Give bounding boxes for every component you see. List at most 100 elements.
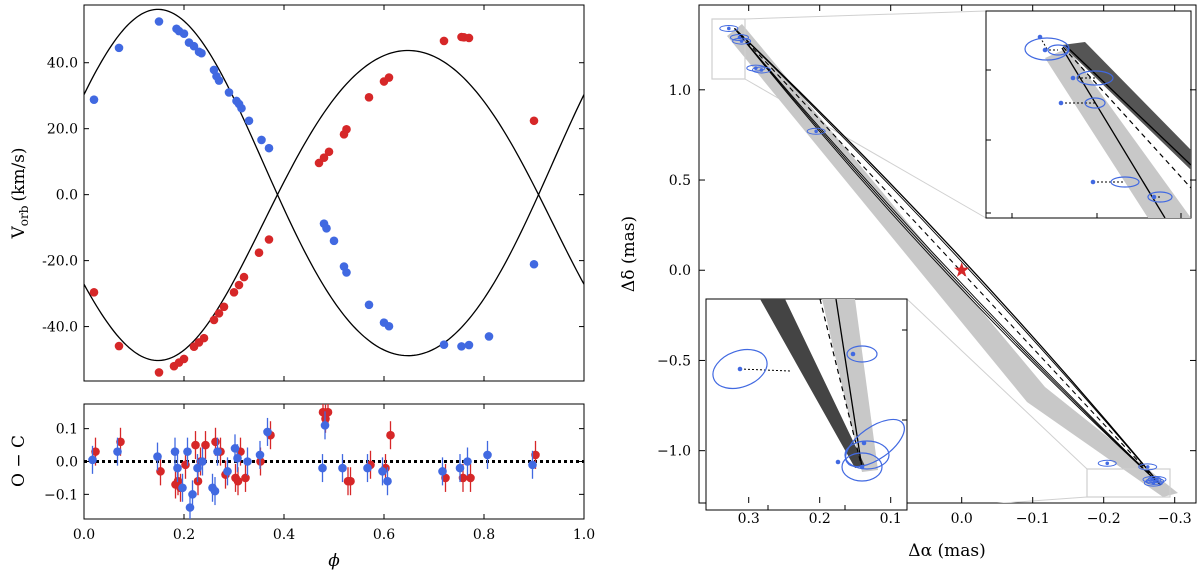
residual-point-secondary bbox=[211, 437, 220, 447]
rv-point-primary bbox=[154, 17, 164, 26]
rv-point-secondary bbox=[529, 116, 539, 126]
residual-point-primary bbox=[210, 486, 220, 496]
inset-observation-point bbox=[835, 459, 841, 465]
residual-point-primary bbox=[378, 467, 387, 476]
orbit-x-tick-label: 0.2 bbox=[809, 511, 831, 527]
rv-point-primary bbox=[214, 76, 224, 85]
rv-point-secondary bbox=[239, 272, 249, 282]
rv-point-primary bbox=[257, 135, 266, 145]
orbit-observation-ellipse bbox=[1138, 463, 1158, 471]
orbit-panel: −1.0 −0.5 0.0 0.5 1.0 0.3 0.2 0.1 0.0 −0.1 −0.2 −0… bbox=[619, 4, 1197, 561]
orbit-plot-frame bbox=[698, 4, 1197, 504]
inset-observation-ellipse bbox=[845, 418, 905, 468]
rv-point-primary bbox=[364, 300, 374, 310]
residual-point-secondary bbox=[241, 473, 250, 483]
rv-point-primary bbox=[464, 340, 474, 350]
residual-point-primary bbox=[178, 483, 187, 493]
residual-point-secondary bbox=[346, 476, 355, 486]
zoom-connector bbox=[996, 496, 1088, 503]
inset-observation-ellipse bbox=[1147, 191, 1173, 203]
rv-plot-frame bbox=[83, 4, 585, 382]
rv-point-secondary bbox=[219, 302, 229, 312]
residual-x-axis: 0.0 0.2 0.4 0.6 0.8 1.0 bbox=[73, 404, 595, 543]
residual-point-secondary bbox=[191, 440, 200, 450]
rv-y-tick-label: 20.0 bbox=[47, 122, 78, 138]
rv-point-primary bbox=[384, 321, 394, 331]
rv-point-secondary bbox=[264, 235, 274, 244]
inset-lower-observations bbox=[712, 345, 905, 482]
residual-point-primary bbox=[263, 427, 272, 437]
residual-point-secondary bbox=[441, 473, 450, 483]
rv-point-primary bbox=[329, 236, 339, 246]
inset-observation-ellipse bbox=[844, 440, 890, 470]
rv-point-secondary bbox=[214, 309, 224, 318]
residual-point-primary bbox=[338, 463, 347, 473]
orbit-observation-point bbox=[739, 39, 744, 43]
rv-point-primary bbox=[484, 332, 494, 341]
residual-point-primary bbox=[455, 463, 465, 473]
orbit-y-tick-label: 1.0 bbox=[669, 83, 691, 99]
residual-series-primary bbox=[88, 411, 537, 519]
rv-point-primary bbox=[237, 103, 246, 113]
zoom-connector bbox=[744, 10, 987, 20]
inset-observation-ellipse bbox=[1024, 37, 1070, 61]
orbit-x-tick-label: 0.1 bbox=[880, 511, 902, 527]
rv-point-primary bbox=[224, 88, 234, 97]
rv-point-secondary bbox=[319, 153, 329, 163]
inset-observation-point bbox=[1070, 75, 1076, 81]
inset-lower-solid-orbit bbox=[835, 299, 863, 469]
inset-lower-band bbox=[822, 299, 878, 472]
inset-upper-observations bbox=[1024, 34, 1173, 203]
residual-point-primary bbox=[243, 457, 252, 466]
residual-point-secondary bbox=[323, 407, 333, 417]
inset-upper-ticks bbox=[986, 69, 1182, 218]
residual-point-primary bbox=[198, 457, 207, 466]
orbit-observation-point bbox=[814, 129, 818, 134]
inset-upper-solid-orbit bbox=[1065, 45, 1191, 166]
orbit-y-tick-label: 0.5 bbox=[669, 173, 691, 189]
residual-point-secondary bbox=[116, 437, 125, 447]
rv-point-primary bbox=[244, 116, 254, 126]
inset-observation-ellipse bbox=[1084, 97, 1106, 109]
residual-point-primary bbox=[463, 457, 472, 466]
residual-point-secondary bbox=[156, 467, 165, 476]
inset-observation-point bbox=[861, 440, 867, 446]
orbit-solution-line bbox=[734, 28, 1161, 486]
rv-point-secondary bbox=[439, 36, 449, 46]
rv-point-secondary bbox=[209, 315, 219, 325]
residual-point-primary bbox=[483, 450, 492, 460]
residual-point-primary bbox=[183, 447, 192, 456]
orbit-solution-line bbox=[734, 27, 1161, 486]
rv-point-secondary bbox=[114, 341, 124, 351]
orbit-x-tick-label: −0.3 bbox=[1158, 511, 1192, 527]
rv-point-primary bbox=[89, 95, 99, 104]
rv-point-primary bbox=[322, 223, 331, 233]
rv-point-primary bbox=[197, 48, 206, 58]
orbit-observation-ellipse bbox=[1147, 476, 1167, 484]
inset-observation-ellipse bbox=[1110, 176, 1140, 188]
orbit-uncertainty-band bbox=[727, 24, 1178, 497]
residual-point-primary bbox=[363, 463, 372, 473]
residual-point-primary bbox=[318, 463, 327, 473]
orbit-solution-line bbox=[734, 28, 1161, 486]
residual-point-primary bbox=[188, 490, 197, 499]
orbit-observation-ellipse bbox=[732, 37, 752, 45]
residual-point-primary bbox=[320, 421, 330, 430]
zoom-box-lower bbox=[1086, 468, 1171, 498]
residual-x-axis-label: ϕ bbox=[328, 551, 340, 571]
primary-star-marker bbox=[954, 262, 970, 277]
orbit-y-axis-label: Δδ (mas) bbox=[619, 216, 639, 292]
rv-model-primary-curve bbox=[84, 8, 584, 357]
rv-point-secondary bbox=[179, 354, 189, 364]
rv-point-secondary bbox=[199, 333, 209, 343]
rv-point-primary bbox=[439, 340, 449, 350]
residual-point-primary bbox=[153, 452, 162, 461]
residual-point-primary bbox=[233, 453, 242, 463]
rv-x-axis-ticks bbox=[83, 5, 585, 381]
rv-y-axis: -40.0 -20.0 0.0 20.0 40.0 bbox=[42, 56, 584, 336]
rv-ylabel-main: V bbox=[9, 226, 29, 240]
residual-x-tick-label: 1.0 bbox=[573, 527, 595, 543]
rv-point-secondary bbox=[89, 287, 99, 297]
inset-lower-orbit-bundle bbox=[760, 299, 865, 468]
